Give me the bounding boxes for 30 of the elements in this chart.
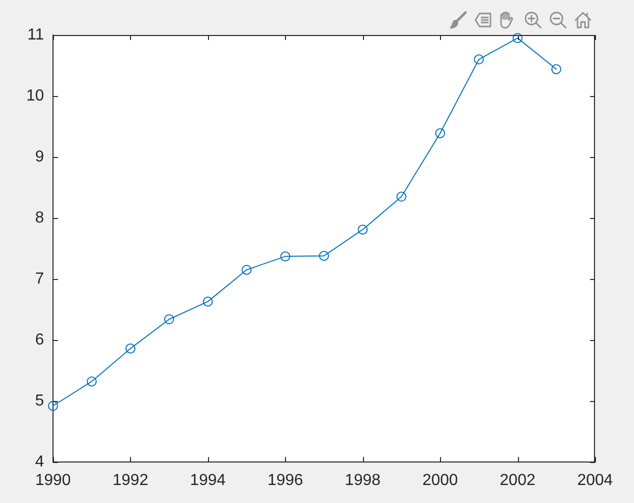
point (48, 400, 58, 411)
y-tick-label: 9 (35, 148, 44, 166)
point (435, 128, 446, 138)
x-tick-label: 2004 (577, 472, 613, 490)
x-tick-label: 1998 (344, 472, 381, 490)
point (319, 250, 329, 261)
x-tick-label: 1996 (267, 472, 304, 490)
point (242, 264, 252, 275)
x-tick-label: 1994 (190, 472, 226, 490)
x-tick-label: 2000 (422, 472, 458, 490)
y-tick-label: 7 (35, 270, 44, 288)
point (202, 296, 213, 307)
point (164, 314, 174, 324)
x-tick-label: 1990 (35, 472, 71, 490)
point (86, 376, 97, 386)
point (125, 344, 136, 354)
point (280, 251, 290, 262)
y-tick-label: 10 (26, 87, 44, 104)
y-tick-label: 8 (35, 209, 44, 226)
point (474, 54, 484, 64)
x-tick-label: 1992 (112, 472, 148, 490)
y-tick-label: 5 (35, 392, 44, 410)
x-tick-label: 2002 (500, 472, 536, 490)
point (358, 224, 368, 235)
y-tick-label: 4 (35, 453, 44, 470)
y-tick-label: 11 (27, 26, 44, 44)
y-tick-label: 6 (35, 331, 44, 348)
point (396, 192, 406, 202)
point (551, 64, 562, 74)
point (512, 33, 523, 44)
